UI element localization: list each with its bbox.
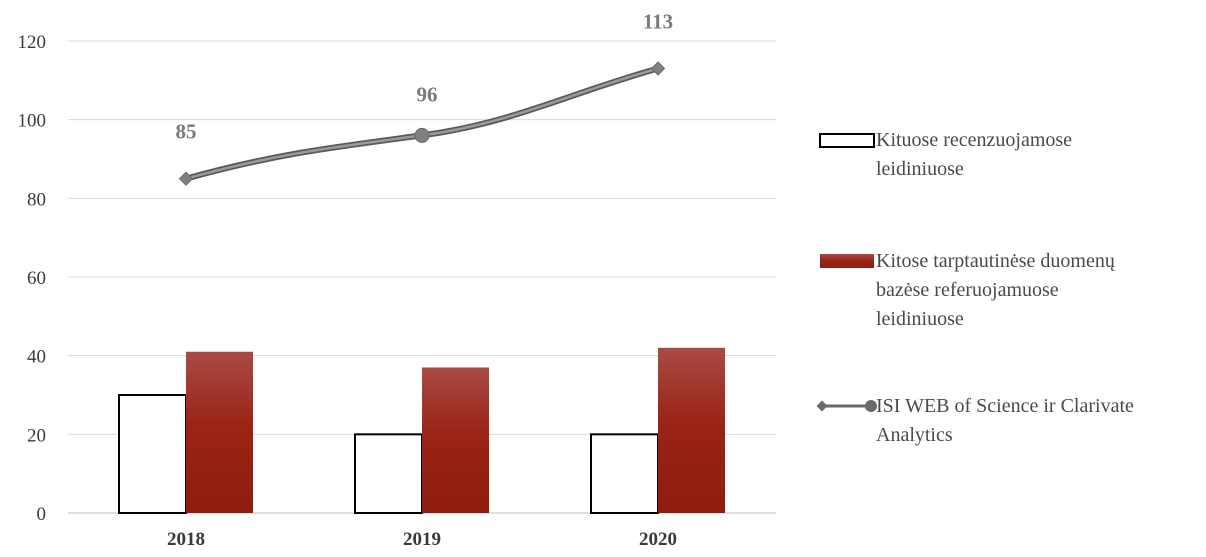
bar-series-1-2018 xyxy=(118,394,187,514)
y-tick-label: 100 xyxy=(18,111,47,132)
line-point xyxy=(414,127,430,143)
y-tick-label: 120 xyxy=(18,32,47,53)
y-tick-label: 60 xyxy=(27,268,46,289)
y-axis: 0 20 40 60 80 100 120 xyxy=(18,32,47,525)
line-series: 85 96 113 xyxy=(176,10,673,186)
line-data-label: 85 xyxy=(176,120,197,144)
bar-series-1-2020 xyxy=(590,433,659,515)
x-tick-label: 2020 xyxy=(639,529,677,550)
y-tick-label: 80 xyxy=(27,189,46,210)
line-point xyxy=(650,61,666,76)
legend-swatch-marker xyxy=(865,400,877,412)
bar-series-2-2020 xyxy=(658,347,725,513)
legend-label: Kituose recenzuojamose leidiniuose xyxy=(876,129,1072,180)
legend-swatch xyxy=(819,133,875,148)
y-tick-label: 20 xyxy=(27,425,46,446)
line-data-label: 96 xyxy=(417,82,438,106)
legend-item-3: ISI WEB of Science ir Clarivate Analytics xyxy=(816,395,1134,446)
bar-series-2-2019 xyxy=(422,367,489,513)
line-point xyxy=(178,171,194,186)
bar-series xyxy=(118,347,725,515)
legend-label: ISI WEB of Science ir Clarivate Analytics xyxy=(876,395,1134,446)
y-tick-label: 0 xyxy=(37,504,47,525)
legend-item-2: Kitose tarptautinėse duomenų bazėse refer… xyxy=(820,250,1116,330)
y-tick-label: 40 xyxy=(27,347,46,368)
bar-series-2-2018 xyxy=(186,351,253,513)
x-axis: 2018 2019 2020 xyxy=(167,529,677,550)
x-tick-label: 2018 xyxy=(167,529,205,550)
x-tick-label: 2019 xyxy=(403,529,441,550)
legend-label: Kitose tarptautinėse duomenų bazėse refer… xyxy=(876,250,1116,330)
bar-series-1-2019 xyxy=(354,433,423,515)
legend-item-1: Kituose recenzuojamose leidiniuose xyxy=(819,129,1072,180)
line-data-label: 113 xyxy=(643,10,673,34)
legend: Kituose recenzuojamose leidiniuose Kitose … xyxy=(816,129,1134,446)
legend-swatch xyxy=(820,254,874,268)
legend-swatch-marker xyxy=(816,400,828,412)
